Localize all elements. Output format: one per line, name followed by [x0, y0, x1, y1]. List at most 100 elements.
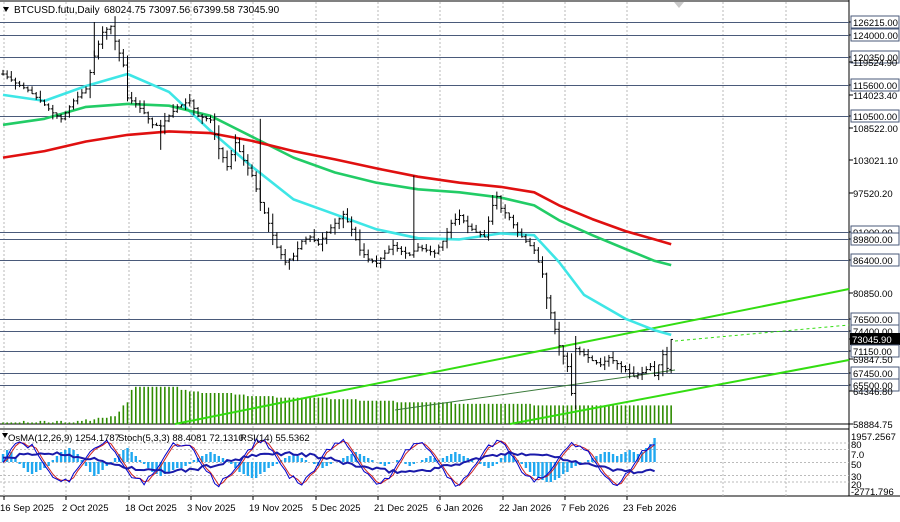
- candle[interactable]: [171, 104, 175, 118]
- candle[interactable]: [362, 243, 366, 258]
- candle[interactable]: [204, 116, 209, 122]
- candle[interactable]: [183, 98, 188, 110]
- candle[interactable]: [150, 117, 155, 129]
- candle[interactable]: [51, 104, 55, 120]
- candle[interactable]: [623, 365, 628, 373]
- candle[interactable]: [478, 230, 483, 238]
- candle[interactable]: [109, 25, 113, 35]
- channel-upper-line[interactable]: [174, 288, 850, 425]
- ma-mid-line[interactable]: [2, 102, 672, 267]
- candle[interactable]: [353, 226, 358, 241]
- candle[interactable]: [607, 354, 611, 367]
- candle[interactable]: [540, 256, 545, 278]
- ma-slow-line[interactable]: [2, 130, 672, 246]
- trend-line-dark[interactable]: [394, 369, 676, 411]
- candle[interactable]: [316, 238, 321, 246]
- candle[interactable]: [75, 91, 80, 105]
- candle[interactable]: [13, 77, 18, 90]
- candle[interactable]: [532, 242, 536, 255]
- candle[interactable]: [9, 71, 14, 82]
- candle[interactable]: [134, 97, 138, 108]
- candle[interactable]: [395, 241, 400, 252]
- candle[interactable]: [586, 349, 590, 363]
- candle[interactable]: [453, 213, 458, 226]
- candle[interactable]: [304, 236, 308, 245]
- candle[interactable]: [549, 294, 553, 319]
- candle[interactable]: [482, 229, 487, 238]
- candle[interactable]: [266, 207, 271, 233]
- candle[interactable]: [632, 366, 636, 378]
- candle[interactable]: [470, 223, 474, 232]
- candle[interactable]: [420, 244, 424, 252]
- candle[interactable]: [279, 245, 283, 260]
- candle[interactable]: [511, 214, 516, 229]
- candle[interactable]: [387, 245, 391, 254]
- candle[interactable]: [80, 89, 84, 99]
- candle[interactable]: [457, 209, 462, 225]
- candle[interactable]: [557, 321, 561, 356]
- candle[interactable]: [582, 348, 586, 357]
- candle[interactable]: [561, 345, 566, 365]
- candle[interactable]: [536, 247, 541, 263]
- candle[interactable]: [71, 98, 76, 110]
- candle[interactable]: [300, 240, 304, 250]
- candle[interactable]: [21, 82, 26, 90]
- candle[interactable]: [428, 245, 433, 256]
- candle[interactable]: [370, 258, 375, 264]
- candle[interactable]: [345, 208, 350, 223]
- candle[interactable]: [312, 229, 317, 243]
- candle[interactable]: [142, 100, 146, 115]
- candle[interactable]: [598, 357, 603, 368]
- candle[interactable]: [96, 40, 101, 60]
- candle[interactable]: [167, 114, 171, 123]
- candle[interactable]: [270, 213, 275, 246]
- candle[interactable]: [104, 27, 109, 40]
- candle[interactable]: [391, 239, 395, 256]
- candle[interactable]: [283, 248, 287, 266]
- candle[interactable]: [26, 86, 30, 93]
- candle[interactable]: [138, 100, 142, 113]
- candle[interactable]: [295, 241, 300, 262]
- candle[interactable]: [17, 80, 22, 88]
- candle[interactable]: [611, 351, 615, 364]
- candle[interactable]: [324, 231, 329, 245]
- candle[interactable]: [445, 227, 449, 249]
- candle[interactable]: [241, 144, 246, 166]
- candle[interactable]: [358, 229, 362, 256]
- rsi-line[interactable]: [2, 450, 655, 475]
- candle[interactable]: [636, 372, 640, 380]
- candle[interactable]: [250, 164, 254, 178]
- candle[interactable]: [67, 105, 72, 118]
- candle[interactable]: [466, 215, 470, 234]
- candle[interactable]: [528, 237, 532, 247]
- candle[interactable]: [573, 335, 578, 410]
- candle[interactable]: [63, 111, 68, 121]
- candle[interactable]: [254, 171, 258, 193]
- candle[interactable]: [669, 338, 673, 374]
- candle[interactable]: [416, 242, 420, 252]
- candle[interactable]: [196, 107, 200, 118]
- candle[interactable]: [208, 115, 213, 124]
- candle[interactable]: [507, 212, 512, 221]
- candle[interactable]: [627, 363, 632, 379]
- candle[interactable]: [246, 154, 250, 176]
- candle[interactable]: [499, 195, 503, 213]
- candle[interactable]: [486, 216, 491, 241]
- candle[interactable]: [366, 249, 370, 263]
- candle[interactable]: [661, 349, 665, 377]
- candle[interactable]: [59, 113, 63, 123]
- candle[interactable]: [88, 69, 92, 99]
- candle[interactable]: [436, 244, 441, 255]
- candle[interactable]: [163, 112, 167, 135]
- candle[interactable]: [349, 216, 354, 237]
- candle[interactable]: [229, 150, 234, 170]
- candle[interactable]: [275, 232, 279, 249]
- candle[interactable]: [656, 364, 661, 381]
- candle[interactable]: [179, 104, 184, 108]
- candle[interactable]: [544, 272, 549, 309]
- candle[interactable]: [175, 104, 180, 113]
- candle[interactable]: [399, 246, 404, 256]
- candle[interactable]: [192, 99, 196, 116]
- candle[interactable]: [565, 352, 570, 373]
- candle[interactable]: [154, 122, 159, 126]
